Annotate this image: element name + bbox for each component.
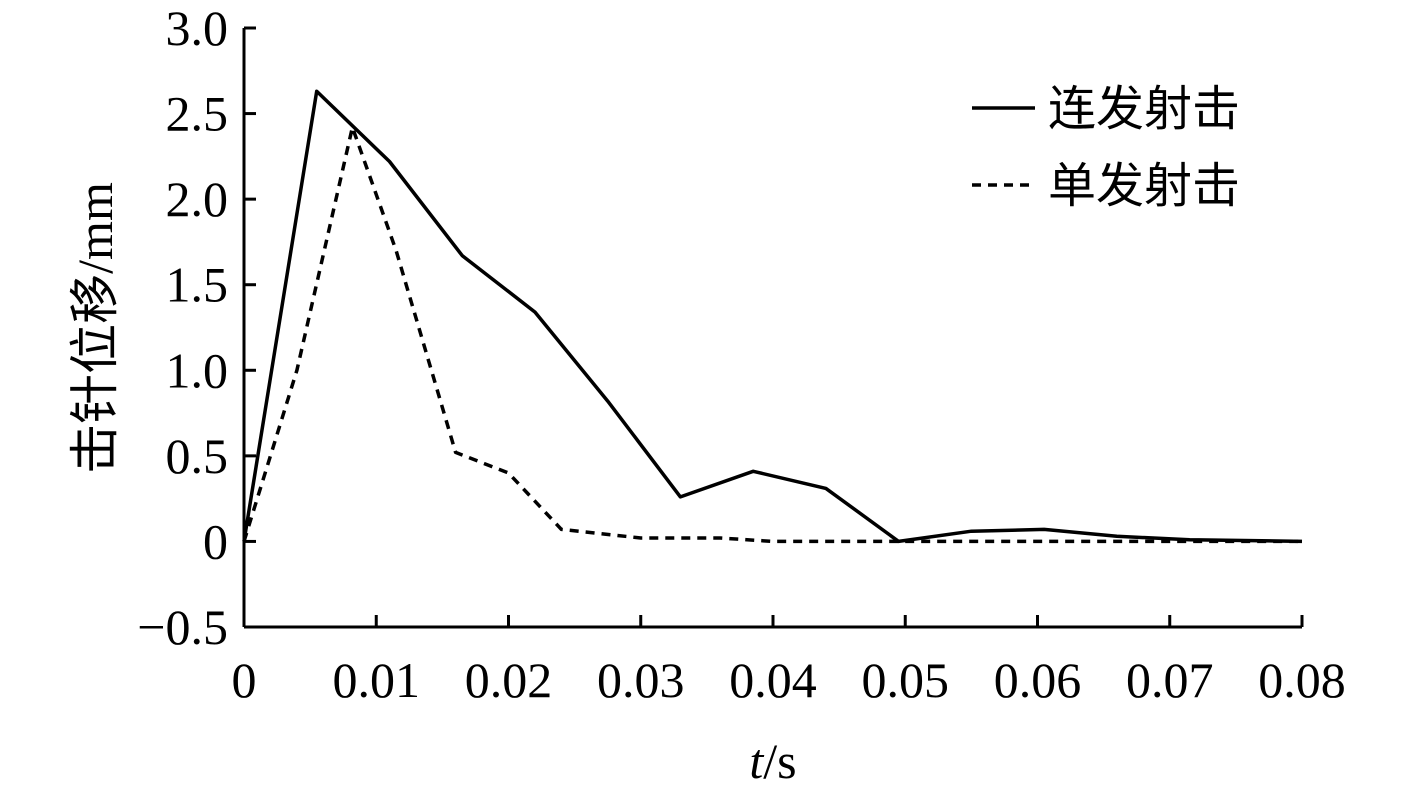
x-axis-title-unit: /s (763, 733, 796, 789)
legend: 连发射击 单发射击 (972, 81, 1240, 214)
series-line-1 (242, 89, 1303, 544)
x-tick-label: 0.03 (597, 652, 685, 708)
y-tick-label: 1.0 (166, 342, 229, 398)
y-tick-label: 2.5 (166, 86, 229, 142)
x-tick-label: 0.04 (729, 652, 817, 708)
x-tick-label: 0.07 (1126, 652, 1214, 708)
legend-label-series-2: 单发射击 (1048, 158, 1240, 214)
x-axis-title: t/s (749, 733, 796, 789)
x-ticks: 0 0.01 0.02 0.03 0.04 0.05 0.06 0.07 0.08 (232, 615, 1346, 708)
x-tick-label: 0.01 (333, 652, 421, 708)
y-tick-label: 2.0 (166, 171, 229, 227)
x-tick-label: 0.02 (465, 652, 553, 708)
legend-label-series-1: 连发射击 (1048, 81, 1240, 137)
x-tick-label: 0.08 (1258, 652, 1346, 708)
y-ticks: −0.5 0 0.5 1.0 1.5 2.0 2.5 3.0 (137, 0, 256, 655)
x-tick-label: 0 (232, 652, 257, 708)
y-tick-label: 0 (203, 513, 228, 569)
series-layer (242, 89, 1303, 544)
x-axis-title-variable: t (749, 733, 764, 789)
x-tick-label: 0.06 (994, 652, 1082, 708)
y-axis-title: 击针位移/mm (67, 182, 123, 474)
y-tick-label: −0.5 (137, 599, 228, 655)
x-tick-label: 0.05 (862, 652, 950, 708)
y-tick-label: 0.5 (166, 428, 229, 484)
y-tick-label: 1.5 (166, 257, 229, 313)
y-tick-label: 3.0 (166, 0, 229, 56)
series-line-2 (242, 125, 1302, 544)
